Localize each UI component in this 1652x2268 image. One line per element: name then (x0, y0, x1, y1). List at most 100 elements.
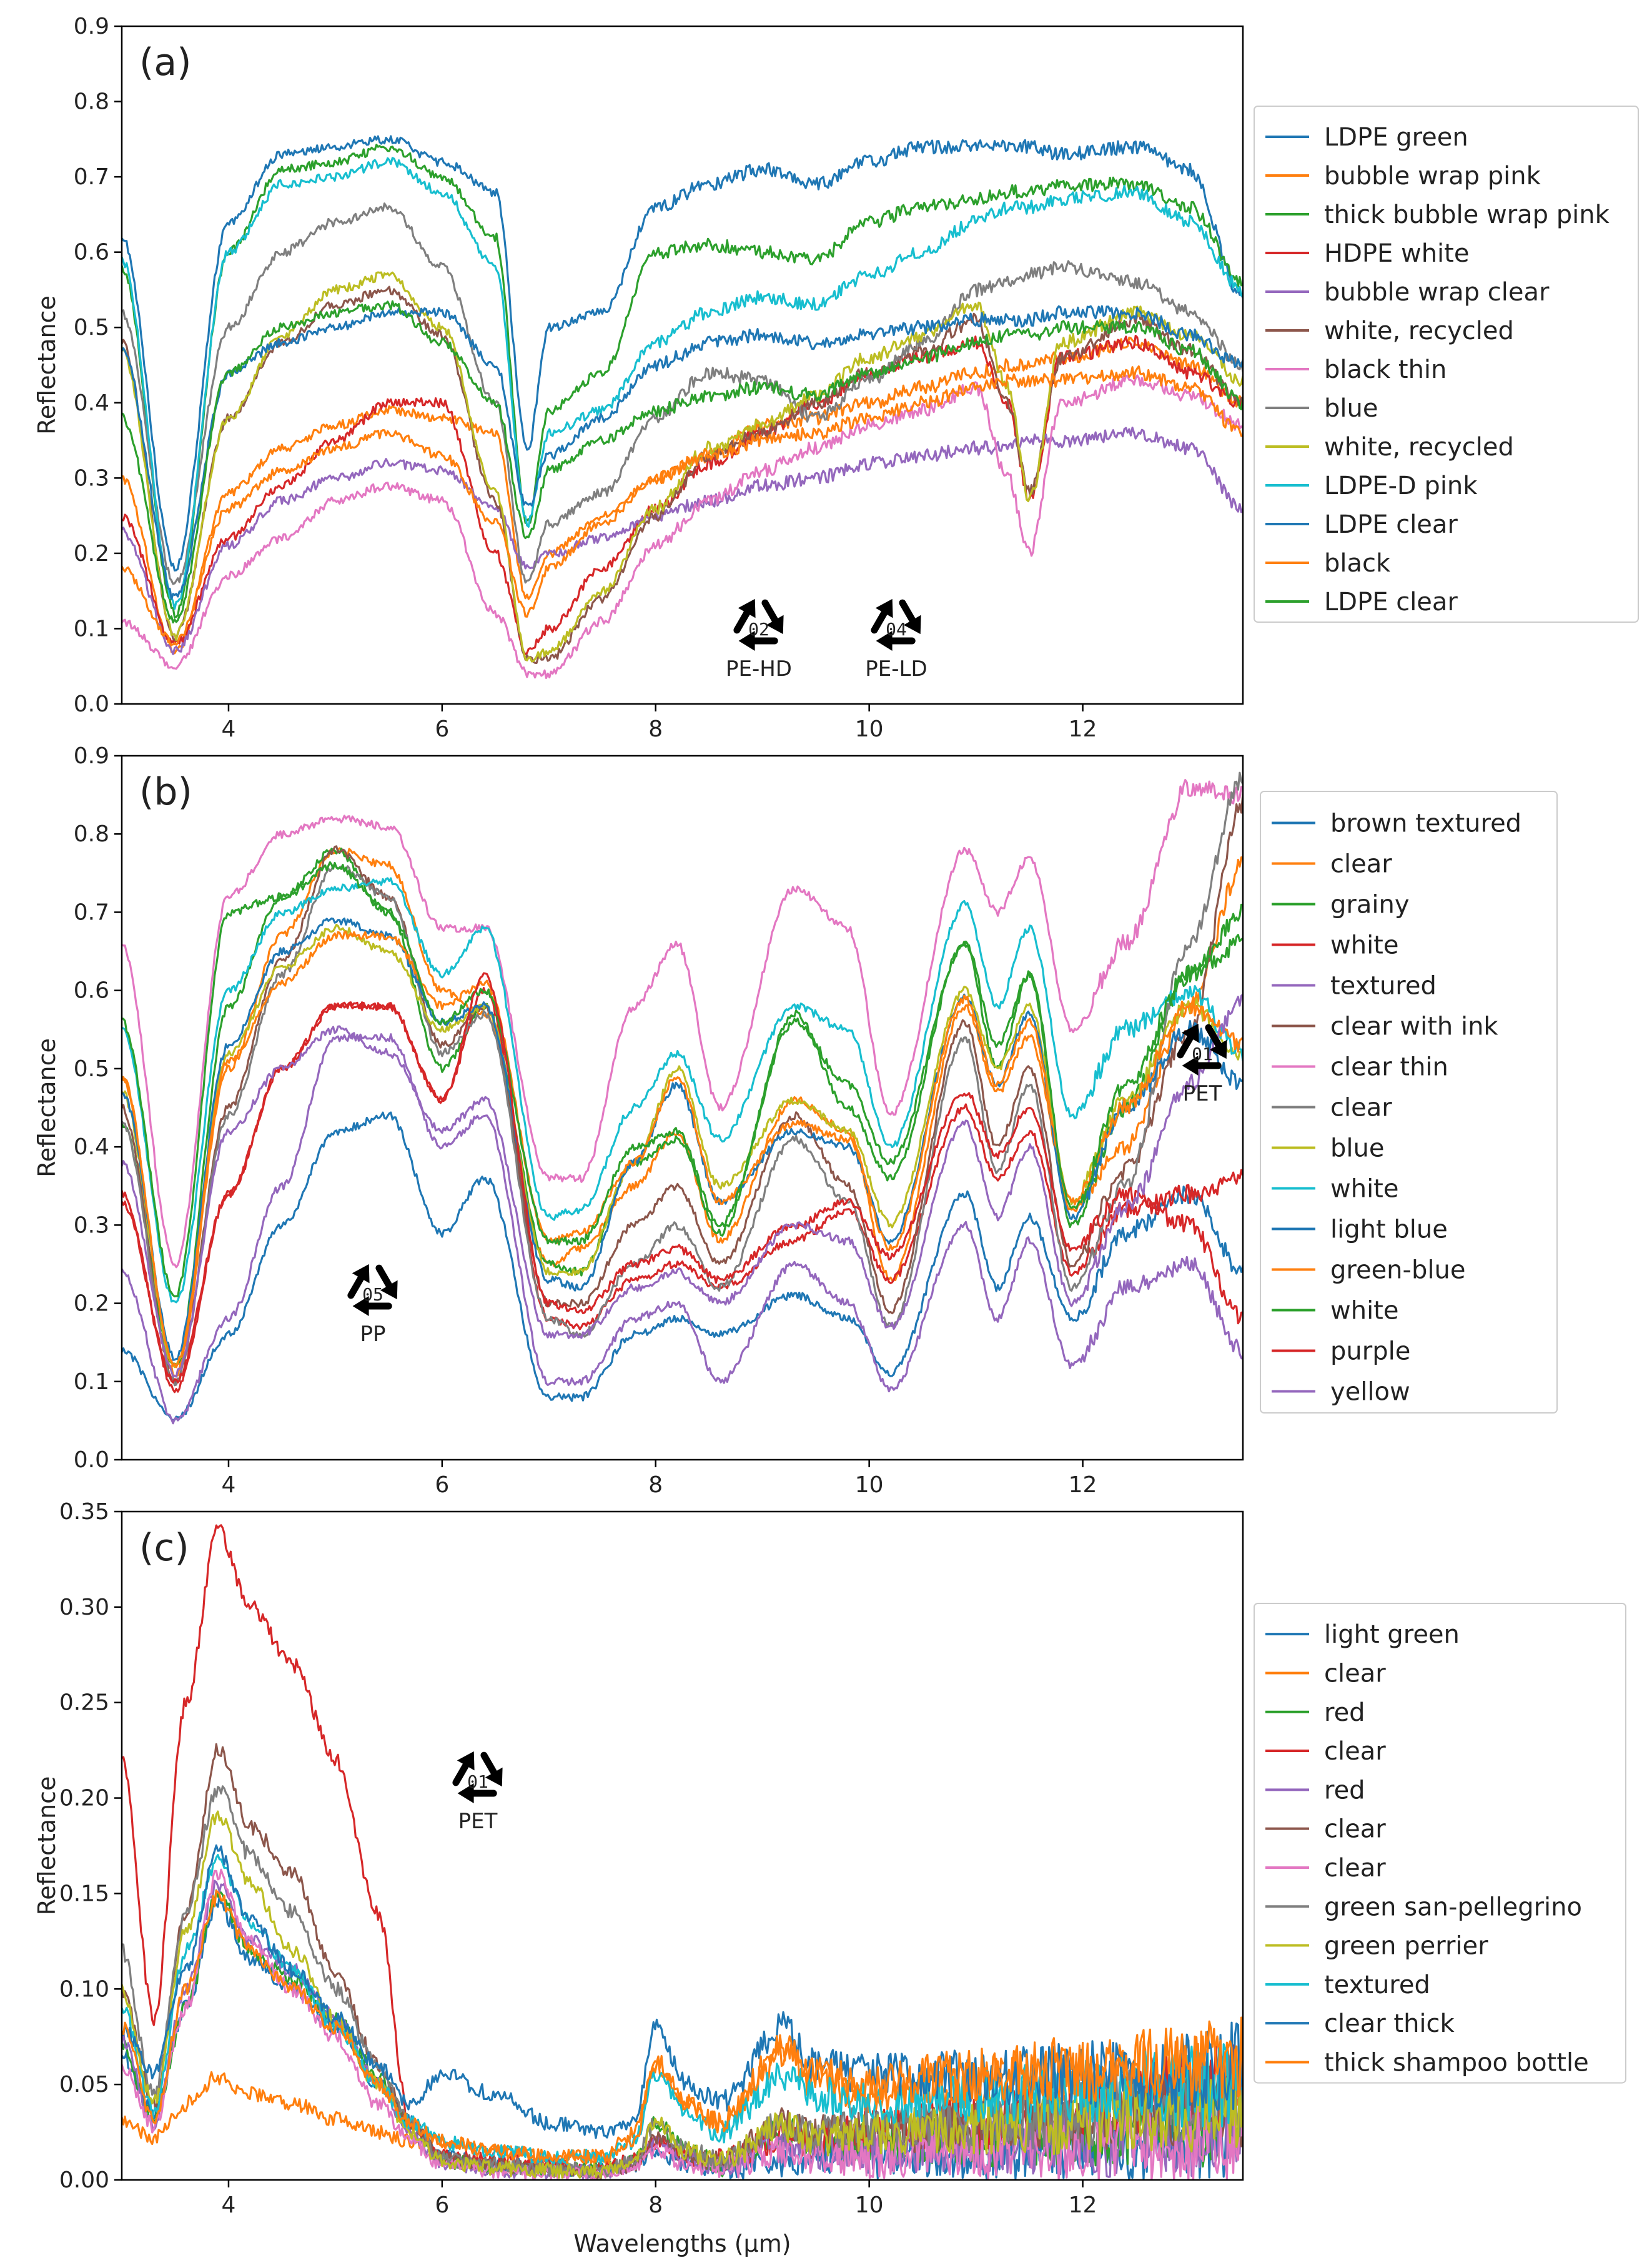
legend-label: clear (1324, 1854, 1386, 1883)
series-line (122, 1868, 1243, 2180)
y-tick-label: 0.25 (59, 1690, 109, 1716)
y-tick-label: 0.30 (59, 1595, 109, 1620)
recycle-arrowhead (457, 1783, 474, 1803)
legend-label: light blue (1330, 1216, 1448, 1244)
legend: LDPE green bubble wrap pink thick bubble w… (1254, 106, 1639, 623)
series-line (122, 1111, 1243, 1422)
y-tick-label: 0.05 (59, 2072, 109, 2097)
recycle-arrowhead (875, 598, 893, 618)
recycle-symbol: 04 PE-LD (865, 598, 927, 681)
recycle-arrowhead (380, 1280, 398, 1300)
recycle-number: 01 (467, 1771, 488, 1792)
legend-label: green-blue (1330, 1256, 1465, 1285)
legend-box (1260, 791, 1558, 1414)
x-tick-label: 10 (855, 716, 884, 742)
legend-label: thick bubble wrap pink (1324, 201, 1610, 229)
y-axis-label: Reflectance (33, 1038, 61, 1177)
recycle-code: PE-HD (726, 656, 792, 681)
series-line (122, 300, 1243, 624)
y-tick-label: 0.0 (74, 1447, 109, 1473)
series-line (122, 335, 1243, 655)
y-tick-label: 0.7 (74, 899, 109, 925)
y-tick-label: 0.6 (74, 978, 109, 1004)
legend-label: textured (1324, 1971, 1430, 1999)
recycle-arrowhead (352, 1296, 369, 1316)
x-tick-label: 10 (855, 1472, 884, 1498)
legend-label: white (1330, 931, 1398, 960)
recycle-symbol: 02 PE-HD (726, 598, 792, 681)
chart-panel-a: 4 6 8 10 12 0.0 0.1 0.2 0.3 0.4 0.5 0.6 0.7 0.8 0.9 Ref… (33, 14, 1639, 742)
legend-label: bubble wrap pink (1324, 162, 1541, 191)
legend-label: green perrier (1324, 1932, 1488, 1961)
x-tick-label: 6 (435, 2192, 449, 2218)
legend-label: LDPE clear (1324, 588, 1458, 617)
recycle-symbol: 01 PET (1177, 1023, 1227, 1106)
legend-label: blue (1324, 394, 1378, 423)
x-tick-label: 4 (221, 716, 235, 742)
x-axis-label: Wavelengths (µm) (573, 2230, 791, 2257)
legend-label: clear with ink (1330, 1013, 1498, 1041)
y-tick-label: 0.1 (74, 1369, 109, 1395)
legend-label: red (1324, 1776, 1365, 1805)
series-line (122, 1032, 1243, 1425)
recycle-arrowhead (457, 1751, 475, 1771)
y-tick-label: 0.8 (74, 89, 109, 115)
legend-label: yellow (1330, 1378, 1410, 1407)
plot-frame (121, 755, 1244, 1461)
recycle-arrowhead (766, 615, 784, 635)
recycle-arrowhead (352, 1264, 370, 1284)
series-lines (122, 135, 1243, 680)
x-tick-label: 8 (648, 2192, 663, 2218)
legend-label: bubble wrap clear (1324, 278, 1550, 307)
series-line (122, 305, 1243, 600)
recycle-number: 05 (362, 1284, 383, 1305)
legend-label: black thin (1324, 355, 1447, 384)
y-tick-label: 0.8 (74, 821, 109, 847)
recycle-number: 02 (748, 619, 769, 640)
series-line (122, 917, 1243, 1361)
y-tick-label: 0.00 (59, 2167, 109, 2193)
legend-label: thick shampoo bottle (1324, 2048, 1589, 2077)
y-tick-label: 0.5 (74, 1056, 109, 1082)
y-tick-label: 0.5 (74, 315, 109, 340)
series-line (122, 144, 1243, 619)
x-tick-label: 8 (648, 1472, 663, 1498)
series-line (122, 847, 1243, 1377)
x-tick-label: 6 (435, 1472, 449, 1498)
y-tick-label: 0.4 (74, 390, 109, 416)
series-line (122, 1889, 1243, 2165)
y-axis-label: Reflectance (33, 1776, 61, 1916)
legend-label: HDPE white (1324, 239, 1469, 268)
y-tick-label: 0.1 (74, 616, 109, 641)
panel-label: (c) (139, 1526, 189, 1570)
series-line (122, 1844, 1243, 2139)
series-line (122, 271, 1243, 663)
panel-label: (a) (139, 41, 192, 84)
legend-label: clear (1330, 850, 1392, 879)
legend-label: white, recycled (1324, 433, 1514, 462)
legend-label: clear (1324, 1737, 1386, 1766)
panel-label: (b) (139, 770, 192, 814)
series-line (122, 135, 1243, 572)
x-tick-label: 8 (648, 716, 663, 742)
legend-label: white (1330, 1175, 1398, 1204)
y-tick-label: 0.9 (74, 14, 109, 39)
series-line (122, 1785, 1243, 2179)
recycle-code: PP (360, 1322, 385, 1347)
legend-label: LDPE green (1324, 123, 1468, 152)
y-tick-label: 0.10 (59, 1976, 109, 2002)
x-tick-label: 4 (221, 2192, 235, 2218)
x-tick-label: 6 (435, 716, 449, 742)
series-line (122, 365, 1243, 646)
recycle-arrowhead (903, 615, 921, 635)
y-axis-label: Reflectance (33, 295, 61, 435)
series-line (122, 1810, 1243, 2179)
x-tick-label: 12 (1069, 716, 1097, 742)
series-line (122, 877, 1243, 1304)
legend-box (1254, 106, 1639, 623)
recycle-arrowhead (738, 598, 756, 618)
legend-label: clear (1324, 1815, 1386, 1844)
x-tick-label: 10 (855, 2192, 884, 2218)
legend-label: purple (1330, 1337, 1410, 1366)
series-line (122, 931, 1243, 1369)
